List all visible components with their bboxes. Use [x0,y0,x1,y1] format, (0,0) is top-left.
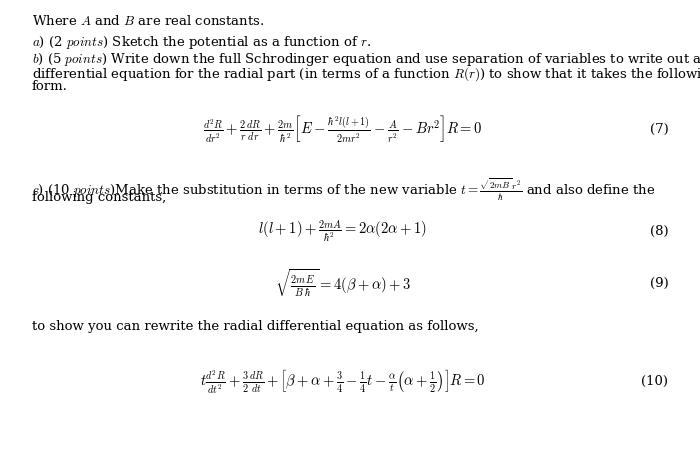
Text: differential equation for the radial part (in terms of a function $R(r)$) to sho: differential equation for the radial par… [32,65,700,83]
Text: (8): (8) [650,226,668,238]
Text: $\frac{d^2R}{dr^2} + \frac{2\,dR}{r\;dr} + \frac{2m}{\hbar^2}\left[E - \frac{\hb: $\frac{d^2R}{dr^2} + \frac{2\,dR}{r\;dr}… [203,114,483,145]
Text: (7): (7) [650,123,668,135]
Text: $l(l+1) + \frac{2mA}{\hbar^2} = 2\alpha(2\alpha+1)$: $l(l+1) + \frac{2mA}{\hbar^2} = 2\alpha(… [258,219,428,245]
Text: (10): (10) [641,375,668,388]
Text: form.: form. [32,80,67,93]
Text: to show you can rewrite the radial differential equation as follows,: to show you can rewrite the radial diffe… [32,320,478,333]
Text: $c$) (10 $\it{points}$)Make the substitution in terms of the new variable $t = \: $c$) (10 $\it{points}$)Make the substitu… [32,177,654,203]
Text: $t\frac{d^2R}{dt^2} + \frac{3}{2}\frac{dR}{dt} + \left[\beta+\alpha+\frac{3}{4} : $t\frac{d^2R}{dt^2} + \frac{3}{2}\frac{d… [200,367,486,396]
Text: (9): (9) [650,277,668,289]
Text: following constants,: following constants, [32,191,166,204]
Text: $a$) (2 $\it{points}$) Sketch the potential as a function of $r$.: $a$) (2 $\it{points}$) Sketch the potent… [32,34,370,51]
Text: $\sqrt{\frac{2m\,E}{B\;\hbar}} = 4(\beta+\alpha)+3$: $\sqrt{\frac{2m\,E}{B\;\hbar}} = 4(\beta… [275,267,411,299]
Text: $b$) (5 $\it{points}$) Write down the full Schrodinger equation and use separati: $b$) (5 $\it{points}$) Write down the fu… [32,51,700,68]
Text: Where $A$ and $B$ are real constants.: Where $A$ and $B$ are real constants. [32,14,264,28]
